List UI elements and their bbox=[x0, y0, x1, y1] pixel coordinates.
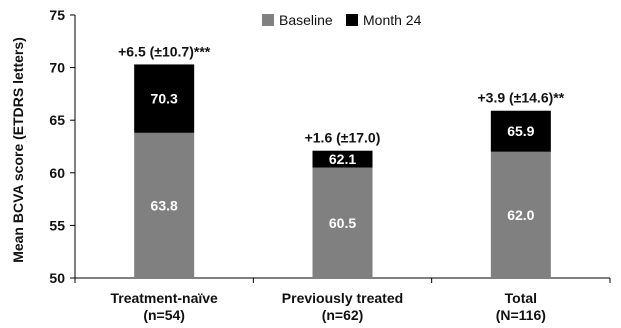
y-tick-label: 50 bbox=[49, 270, 65, 286]
value-labels: 63.8 70.3 +6.5 (±10.7)*** 60.5 62.1 +1.6 (±17… bbox=[118, 43, 565, 230]
y-tick-label: 75 bbox=[49, 7, 65, 23]
category-count-label: (n=62) bbox=[322, 307, 364, 323]
legend-label-month-24: Month 24 bbox=[363, 12, 422, 28]
category-count-label: (N=116) bbox=[496, 307, 546, 323]
category-labels: Treatment-naïve(n=54)Previously treated(… bbox=[110, 290, 545, 323]
category-label: Treatment-naïve bbox=[110, 290, 218, 306]
change-annotation: +1.6 (±17.0) bbox=[305, 130, 381, 146]
y-tick-label: 70 bbox=[49, 60, 65, 76]
legend: Baseline Month 24 bbox=[262, 12, 422, 28]
y-axis-label: Mean BCVA score (ETDRS letters) bbox=[10, 37, 26, 263]
bar-baseline-total bbox=[490, 151, 551, 278]
data-label-month-24: 62.1 bbox=[329, 151, 356, 167]
change-annotation: +3.9 (±14.6)** bbox=[477, 90, 564, 106]
category-label: Total bbox=[505, 290, 537, 306]
bar-baseline-treatment-na-ve bbox=[134, 132, 195, 278]
bars bbox=[134, 64, 551, 278]
y-tick-label: 60 bbox=[49, 165, 65, 181]
legend-label-baseline: Baseline bbox=[279, 12, 333, 28]
category-count-label: (n=54) bbox=[143, 307, 185, 323]
category-label: Previously treated bbox=[282, 290, 403, 306]
data-label-baseline: 60.5 bbox=[329, 215, 356, 231]
bar-month-24-previously-treated bbox=[312, 150, 373, 168]
legend-swatch-month-24 bbox=[346, 14, 358, 26]
change-annotation: +6.5 (±10.7)*** bbox=[118, 43, 211, 59]
bar-month-24-treatment-na-ve bbox=[134, 64, 195, 133]
data-label-month-24: 65.9 bbox=[507, 123, 534, 139]
legend-swatch-baseline bbox=[262, 14, 274, 26]
bar-month-24-total bbox=[490, 110, 551, 152]
y-tick-label: 55 bbox=[49, 217, 65, 233]
data-label-baseline: 62.0 bbox=[507, 207, 534, 223]
data-label-baseline: 63.8 bbox=[151, 197, 178, 213]
data-label-month-24: 70.3 bbox=[151, 91, 178, 107]
y-tick-label: 65 bbox=[49, 112, 65, 128]
bar-baseline-previously-treated bbox=[312, 167, 373, 278]
